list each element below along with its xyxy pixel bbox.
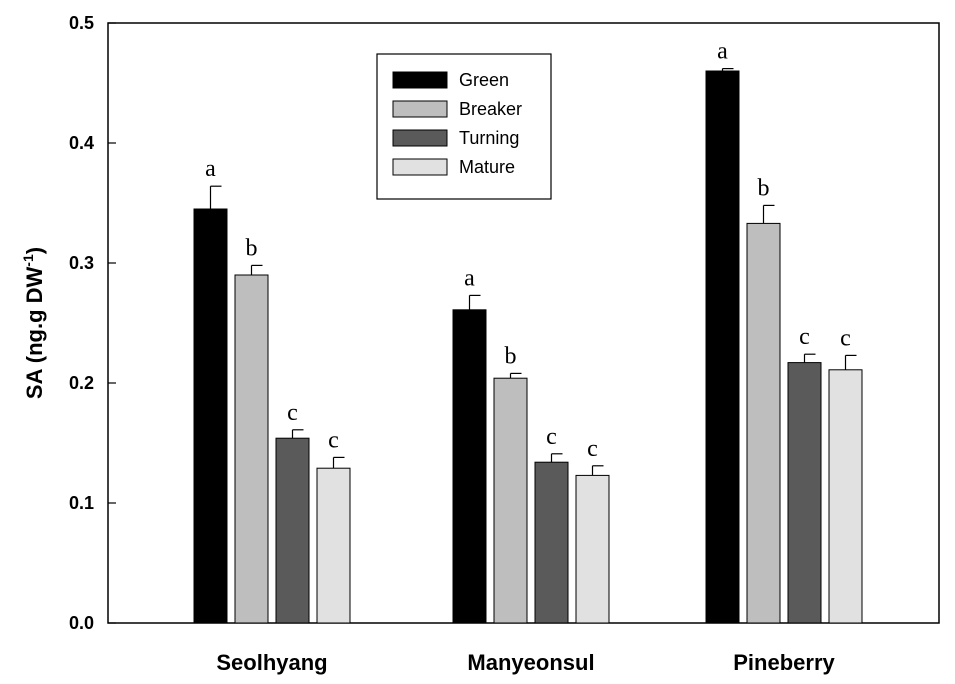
significance-label: a — [717, 39, 728, 65]
y-tick-label: 0.2 — [69, 373, 94, 393]
bar-turning — [787, 362, 822, 624]
legend: Green Breaker Turning Mature — [376, 53, 552, 200]
bar-mature — [575, 474, 610, 624]
y-axis-title-main: SA (ng.g DW — [22, 266, 47, 399]
legend-label-breaker: Breaker — [459, 99, 522, 119]
y-tick-label: 0.0 — [69, 613, 94, 633]
legend-swatch-turning — [392, 129, 448, 147]
bar-breaker — [234, 274, 269, 624]
legend-label-green: Green — [459, 70, 509, 90]
y-axis-title-close: ) — [22, 247, 47, 254]
significance-label: c — [587, 436, 598, 462]
significance-label: c — [799, 324, 810, 350]
bar-mature — [316, 467, 351, 624]
x-axis: Seolhyang Manyeonsul Pineberry — [216, 650, 835, 675]
y-axis-title: SA (ng.g DW-1) — [20, 247, 47, 399]
legend-label-mature: Mature — [459, 157, 515, 177]
y-axis: 0.0 0.1 0.2 0.3 0.4 0.5 — [69, 13, 116, 633]
significance-label: b — [505, 343, 517, 369]
significance-label: b — [758, 175, 770, 201]
bar-mature — [828, 369, 863, 624]
significance-label: c — [840, 325, 851, 351]
bar-turning — [275, 437, 310, 624]
significance-label: c — [328, 427, 339, 453]
legend-swatch-mature — [392, 158, 448, 176]
significance-label: c — [287, 400, 298, 426]
bar-breaker — [493, 377, 528, 624]
bar-breaker — [746, 222, 781, 624]
significance-label: a — [205, 156, 216, 182]
y-tick-label: 0.1 — [69, 493, 94, 513]
bar-turning — [534, 461, 569, 624]
significance-label: b — [246, 235, 258, 261]
y-tick-label: 0.5 — [69, 13, 94, 33]
y-axis-title-superscript: -1 — [20, 254, 36, 267]
bar-green — [705, 70, 740, 624]
bar-green — [452, 309, 487, 624]
category-label: Seolhyang — [216, 650, 327, 675]
bar-green — [193, 208, 228, 624]
y-tick-label: 0.3 — [69, 253, 94, 273]
legend-swatch-breaker — [392, 100, 448, 118]
significance-label: c — [546, 424, 557, 450]
bars-group: a b c c a b c c a b c c — [193, 39, 863, 624]
category-label: Manyeonsul — [467, 650, 594, 675]
y-tick-label: 0.4 — [69, 133, 94, 153]
legend-label-turning: Turning — [459, 128, 519, 148]
significance-label: a — [464, 265, 475, 291]
category-label: Pineberry — [733, 650, 835, 675]
legend-swatch-green — [392, 71, 448, 89]
